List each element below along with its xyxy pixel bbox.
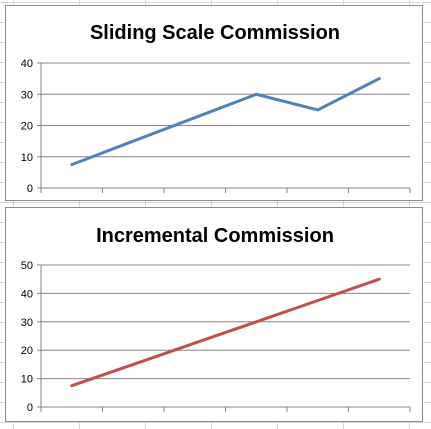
chart-title: Sliding Scale Commission: [90, 22, 340, 44]
series-line: [70, 277, 381, 388]
chart-svg: Sliding Scale Commission 0 10 20 30 40: [21, 22, 411, 195]
series-line: [70, 77, 381, 167]
y-tick-label: 10: [21, 152, 33, 164]
y-tick-label: 0: [27, 402, 33, 414]
chart-sliding-scale: Sliding Scale Commission 0 10 20 30 40: [5, 5, 423, 201]
y-tick-label: 50: [21, 260, 33, 272]
y-tick-label: 40: [21, 288, 33, 300]
y-tick-label: 0: [27, 183, 33, 195]
y-tick-label: 30: [21, 89, 33, 101]
y-tick-label: 20: [21, 121, 33, 133]
chart-svg: Incremental Commission 0 10 20 30 40 50: [21, 225, 411, 414]
y-tick-label: 20: [21, 345, 33, 357]
y-tick-label: 10: [21, 374, 33, 386]
y-tick-label: 30: [21, 317, 33, 329]
y-tick-label: 40: [21, 58, 33, 70]
chart-incremental: Incremental Commission 0 10 20 30 40 50: [5, 207, 423, 422]
chart-title: Incremental Commission: [96, 225, 334, 247]
